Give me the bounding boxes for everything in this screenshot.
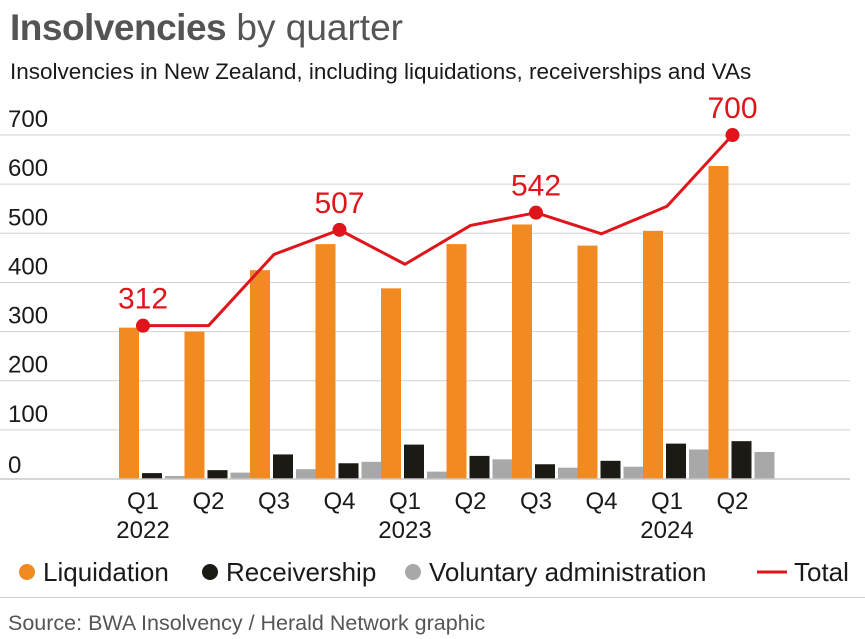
voluntary-administration-bar <box>492 459 513 479</box>
voluntary-administration-bar <box>558 467 578 479</box>
x-tick-quarter: Q4 <box>323 488 355 515</box>
x-tick-quarter: Q1 <box>389 488 421 515</box>
x-tick-year: 2022 <box>116 517 169 544</box>
legend-receivership-swatch <box>202 564 218 580</box>
x-tick-quarter: Q1 <box>127 488 159 515</box>
chart-title-rest: by quarter <box>236 7 403 48</box>
x-tick-year: 2024 <box>640 517 693 544</box>
legend-liquidation-swatch <box>19 564 35 580</box>
y-tick-label: 200 <box>8 352 48 379</box>
liquidation-bar <box>184 331 205 479</box>
receivership-bar <box>600 460 621 479</box>
legend: Liquidation Receivership Voluntary adminis… <box>19 557 849 587</box>
y-tick-label: 700 <box>8 106 48 133</box>
total-line <box>141 133 734 328</box>
source-note: Source: BWA Insolvency / Herald Network … <box>8 611 486 635</box>
liquidation-bar <box>446 244 467 479</box>
receivership-bar <box>666 443 686 479</box>
x-tick-quarter: Q3 <box>258 488 290 515</box>
y-tick-label: 100 <box>8 401 48 428</box>
x-tick-quarter: Q2 <box>192 488 224 515</box>
liquidation-bar <box>250 270 270 479</box>
total-point-marker <box>136 318 150 333</box>
liquidation-bar <box>315 244 336 479</box>
liquidation-bar <box>119 327 139 479</box>
total-point-marker <box>529 205 543 220</box>
receivership-bar <box>404 444 424 479</box>
x-tick-quarter: Q2 <box>716 488 748 515</box>
receivership-bar <box>338 463 359 479</box>
liquidation-bar <box>708 165 729 479</box>
receivership-bar <box>469 455 490 479</box>
total-point-marker <box>725 128 740 143</box>
liquidation-bar <box>381 288 401 479</box>
liquidation-bar <box>577 245 598 479</box>
legend-voluntary-administration-swatch <box>405 564 421 580</box>
total-value-label: 542 <box>511 170 561 203</box>
total-value-label: 507 <box>314 187 364 220</box>
y-tick-label: 0 <box>8 452 21 479</box>
legend-liquidation-label: Liquidation <box>43 557 169 587</box>
y-tick-label: 300 <box>8 303 48 330</box>
voluntary-administration-bar <box>689 449 709 479</box>
x-tick-quarter: Q2 <box>454 488 486 515</box>
receivership-bar <box>142 473 162 479</box>
receivership-bar <box>207 470 228 479</box>
y-tick-label: 400 <box>8 253 48 280</box>
voluntary-administration-bar <box>427 471 447 479</box>
chart-subtitle: Insolvencies in New Zealand, including l… <box>10 59 752 84</box>
total-value-label: 700 <box>707 92 757 125</box>
chart-title-bold: Insolvencies <box>10 7 227 48</box>
voluntary-administration-bar <box>623 466 644 479</box>
x-tick-year: 2023 <box>378 517 431 544</box>
total-value-label: 312 <box>118 283 168 316</box>
receivership-bar <box>535 464 555 479</box>
voluntary-administration-bar <box>165 476 185 479</box>
total-line-layer: 312 507 542 700 <box>118 92 758 333</box>
footer-divider <box>0 597 865 598</box>
y-axis-ticks: 0 100 200 300 400 500 600 700 <box>8 106 48 479</box>
total-point-marker <box>332 222 347 237</box>
receivership-bar <box>273 454 293 479</box>
bars <box>119 165 775 479</box>
legend-voluntary-administration-label: Voluntary administration <box>429 557 706 587</box>
voluntary-administration-bar <box>754 451 775 479</box>
receivership-bar <box>731 441 752 479</box>
voluntary-administration-bar <box>361 461 382 479</box>
voluntary-administration-bar <box>230 472 251 479</box>
voluntary-administration-bar <box>296 469 316 479</box>
x-tick-quarter: Q1 <box>651 488 683 515</box>
legend-receivership-label: Receivership <box>226 557 376 587</box>
y-tick-label: 500 <box>8 204 48 231</box>
legend-total-label: Total <box>794 557 849 587</box>
x-tick-quarter: Q3 <box>520 488 552 515</box>
chart-title: Insolvencies by quarter <box>10 6 403 50</box>
liquidation-bar <box>512 224 532 479</box>
liquidation-bar <box>643 230 663 479</box>
x-tick-quarter: Q4 <box>585 488 617 515</box>
y-tick-label: 600 <box>8 155 48 182</box>
